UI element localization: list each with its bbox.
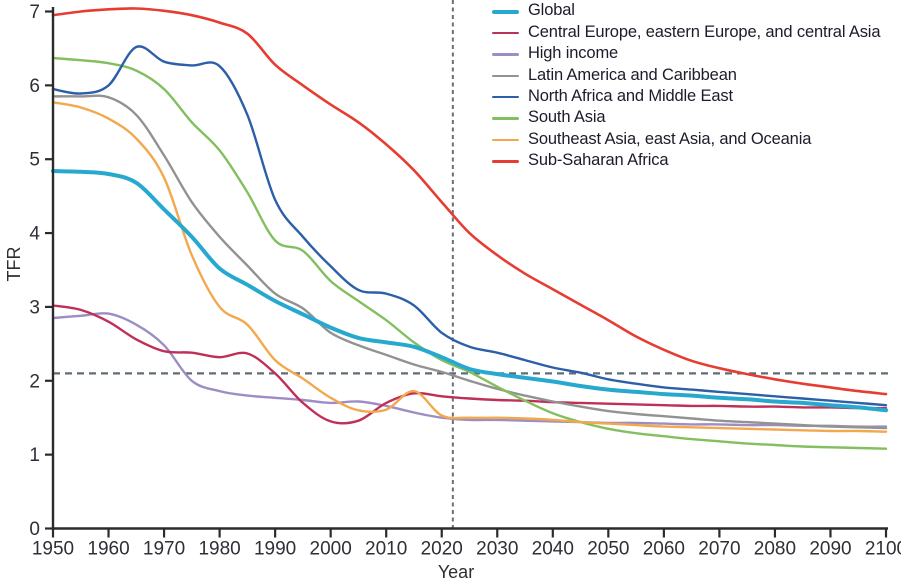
x-tick-label-1980: 1980	[198, 539, 240, 560]
legend-swatch-central-europe	[492, 31, 519, 35]
y-tick-label-3: 3	[29, 297, 40, 318]
series-line-south-asia	[51, 56, 888, 450]
legend-swatch-north-africa-middle-east	[492, 96, 519, 99]
legend-label-south-asia: South Asia	[528, 108, 606, 127]
series-line-southeast-asia-east-asia-and-oceania	[51, 101, 888, 433]
legend-item-central-europe-eastern-europe-central-asia: Central Europe, eastern Europe, and cent…	[492, 22, 881, 43]
legend-label-sub-saharan-africa: Sub-Saharan Africa	[528, 151, 669, 170]
series-line-high-income	[51, 312, 888, 428]
y-tick-label-1: 1	[29, 445, 40, 466]
legend-label-central-europe: Central Europe, eastern Europe, and cent…	[528, 22, 881, 41]
x-axis-title: Year	[437, 562, 475, 582]
legend-swatch-southeast-asia	[492, 138, 519, 142]
x-tick-label-2050: 2050	[587, 539, 629, 560]
series-line-sub-saharan-africa	[51, 7, 888, 396]
y-tick-label-4: 4	[29, 224, 40, 245]
legend-swatch-sub-saharan-africa	[492, 160, 519, 163]
x-tick-label-2030: 2030	[476, 539, 518, 560]
legend-item-global: Global	[492, 1, 880, 22]
x-tick-label-1950: 1950	[32, 539, 74, 560]
y-tick-label-5: 5	[29, 150, 40, 171]
legend-item-southeast-asia-east-asia-oceania: Southeast Asia, east Asia, and Oceania	[492, 129, 880, 150]
y-tick-label-6: 6	[29, 76, 40, 97]
x-tick-label-2020: 2020	[421, 539, 463, 560]
legend-label-global: Global	[528, 1, 575, 20]
series-line-central-europe-eastern-europe-and-central-asia	[51, 304, 888, 425]
legend-item-latin-america-caribbean: Latin America and Caribbean	[492, 65, 880, 86]
legend-label-latin-america: Latin America and Caribbean	[528, 65, 737, 84]
x-tick-label-1960: 1960	[87, 539, 129, 560]
series-line-latin-america-and-caribbean	[51, 94, 888, 430]
legend-swatch-latin-america	[492, 74, 519, 78]
legend-label-high-income: High income	[528, 44, 619, 63]
x-tick-label-2040: 2040	[532, 539, 574, 560]
legend-swatch-high-income	[492, 53, 519, 56]
x-tick-label-2100: 2100	[865, 539, 901, 560]
series-line-north-africa-and-middle-east	[51, 45, 888, 407]
legend-swatch-south-asia	[492, 117, 519, 120]
x-tick-label-2070: 2070	[698, 539, 740, 560]
x-tick-label-2060: 2060	[643, 539, 685, 560]
x-tick-label-2010: 2010	[365, 539, 407, 560]
x-tick-label-2000: 2000	[310, 539, 352, 560]
x-tick-label-1990: 1990	[254, 539, 296, 560]
x-tick-label-1970: 1970	[143, 539, 185, 560]
series-line-global	[51, 169, 888, 413]
x-tick-label-2080: 2080	[754, 539, 796, 560]
y-tick-label-2: 2	[29, 371, 40, 392]
x-tick-label-2090: 2090	[809, 539, 851, 560]
y-axis-title: TFR	[4, 246, 24, 282]
legend-item-south-asia: South Asia	[492, 108, 880, 129]
legend-item-high-income: High income	[492, 44, 880, 65]
legend-label-north-africa-middle-east: North Africa and Middle East	[528, 87, 733, 105]
legend-item-sub-saharan-africa: Sub-Saharan Africa	[492, 151, 880, 172]
legend-item-north-africa-middle-east: North Africa and Middle East	[492, 87, 880, 108]
y-tick-label-7: 7	[29, 2, 40, 23]
legend-label-southeast-asia: Southeast Asia, east Asia, and Oceania	[528, 129, 812, 148]
legend-swatch-global	[492, 9, 519, 14]
y-tick-label-0: 0	[29, 519, 40, 540]
legend: Global Central Europe, eastern Europe, a…	[492, 1, 881, 172]
